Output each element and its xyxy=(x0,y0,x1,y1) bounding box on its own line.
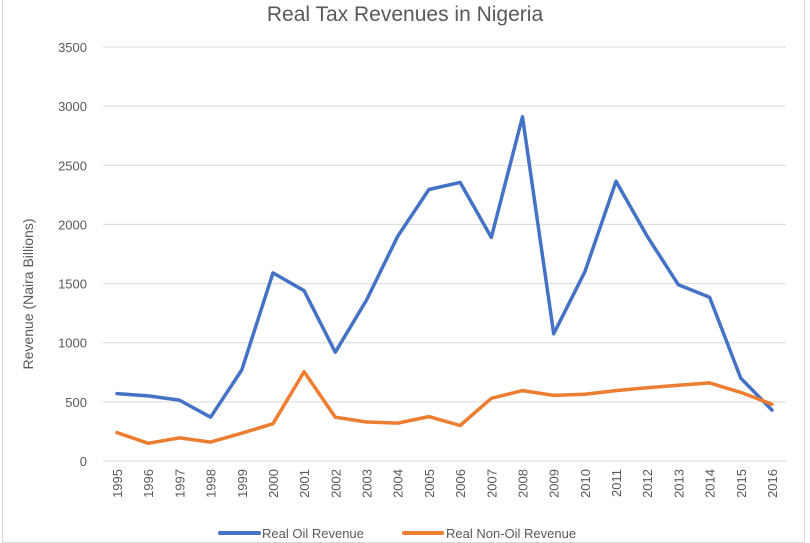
y-tick-label: 3500 xyxy=(58,40,87,55)
legend-item-non-oil[interactable]: Real Non-Oil Revenue xyxy=(402,526,576,540)
y-tick-label: 3000 xyxy=(58,99,87,114)
x-tick-label: 1995 xyxy=(110,469,125,498)
x-tick-label: 2015 xyxy=(734,469,749,498)
chart-title: Real Tax Revenues in Nigeria xyxy=(267,3,544,26)
series-line-non-oil[interactable] xyxy=(115,369,774,446)
legend: Real Oil Revenue Real Non-Oil Revenue xyxy=(218,526,576,540)
y-axis-title: Revenue (Naira Billions) xyxy=(20,219,36,370)
y-tick-label: 0 xyxy=(80,454,87,469)
x-tick-label: 2009 xyxy=(547,469,562,498)
x-tick-label: 2001 xyxy=(297,469,312,498)
x-tick-label: 2003 xyxy=(360,469,375,498)
x-tick-label: 1997 xyxy=(172,469,187,498)
x-tick-label: 1996 xyxy=(141,469,156,498)
x-tick-label: 2014 xyxy=(703,469,718,498)
y-tick-label: 1500 xyxy=(58,277,87,292)
x-tick-label: 2012 xyxy=(640,469,655,498)
x-tick-label: 2010 xyxy=(578,469,593,498)
series-line-oil[interactable] xyxy=(115,115,774,419)
x-tick-label: 2013 xyxy=(671,469,686,498)
y-axis-ticks: 0 500 1000 1500 2000 2500 3000 3500 xyxy=(58,40,87,469)
x-tick-label: 2004 xyxy=(391,469,406,498)
x-tick-label: 2016 xyxy=(765,469,780,498)
x-tick-label: 1999 xyxy=(235,469,250,498)
y-tick-label: 2500 xyxy=(58,158,87,173)
y-tick-label: 1000 xyxy=(58,336,87,351)
legend-label-oil: Real Oil Revenue xyxy=(262,526,364,540)
x-axis-ticks: 1995 1996 1997 1998 1999 2000 2001 2002 2003 2004… xyxy=(110,469,780,498)
x-tick-label: 2006 xyxy=(453,469,468,498)
y-tick-label: 500 xyxy=(65,395,87,410)
x-tick-label: 2000 xyxy=(266,469,281,498)
x-tick-label: 2007 xyxy=(484,469,499,498)
x-tick-label: 1998 xyxy=(204,469,219,498)
x-tick-label: 2005 xyxy=(422,469,437,498)
x-tick-label: 2011 xyxy=(609,469,624,497)
x-tick-label: 2008 xyxy=(515,469,530,498)
series-lines xyxy=(115,115,774,446)
gridlines xyxy=(103,46,786,462)
legend-label-non-oil: Real Non-Oil Revenue xyxy=(446,526,576,540)
legend-item-oil[interactable]: Real Oil Revenue xyxy=(218,526,364,540)
y-tick-label: 2000 xyxy=(58,217,87,232)
x-tick-label: 2002 xyxy=(328,469,343,498)
